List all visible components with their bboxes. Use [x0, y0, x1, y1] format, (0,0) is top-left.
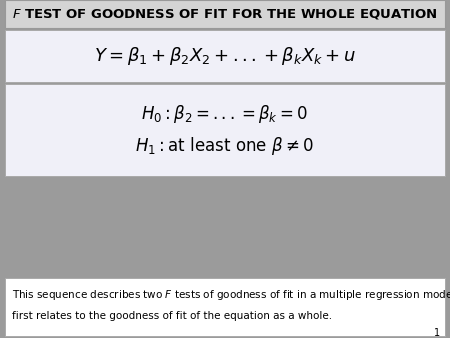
Bar: [5, 30, 445, 82]
Text: $Y = \beta_1 + \beta_2 X_2 + ...+ \beta_k X_k + u$: $Y = \beta_1 + \beta_2 X_2 + ...+ \beta_…: [94, 45, 356, 67]
Bar: [5, 278, 445, 336]
Text: first relates to the goodness of fit of the equation as a whole.: first relates to the goodness of fit of …: [12, 311, 332, 321]
Text: 1: 1: [434, 328, 440, 338]
Bar: [5, 0, 445, 28]
Text: $H_1 : \mathrm{at\ least\ one\ }\beta \neq 0$: $H_1 : \mathrm{at\ least\ one\ }\beta \n…: [135, 135, 315, 156]
Text: This sequence describes two $\mathit{F}$ tests of goodness of fit in a multiple : This sequence describes two $\mathit{F}$…: [12, 288, 450, 303]
Bar: [5, 84, 445, 176]
Text: $H_0 : \beta_2 = ... = \beta_k = 0$: $H_0 : \beta_2 = ... = \beta_k = 0$: [141, 103, 309, 125]
Text: $\mathit{F}$ TEST OF GOODNESS OF FIT FOR THE WHOLE EQUATION: $\mathit{F}$ TEST OF GOODNESS OF FIT FOR…: [12, 7, 438, 21]
